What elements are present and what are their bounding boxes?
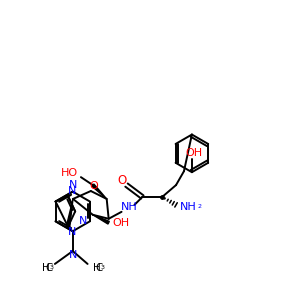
Text: N: N xyxy=(79,216,87,226)
Polygon shape xyxy=(93,215,109,224)
Text: N: N xyxy=(68,226,76,237)
Text: OH: OH xyxy=(185,148,203,158)
Text: H: H xyxy=(93,263,101,273)
Text: H: H xyxy=(42,263,50,273)
Text: $_3$: $_3$ xyxy=(49,263,55,272)
Text: O: O xyxy=(117,174,126,187)
Polygon shape xyxy=(92,184,107,199)
Text: NH: NH xyxy=(121,202,138,212)
Text: $_2$: $_2$ xyxy=(197,202,203,211)
Text: HO: HO xyxy=(61,168,78,178)
Text: $_3$: $_3$ xyxy=(100,263,105,272)
Text: N: N xyxy=(68,186,76,196)
Text: N: N xyxy=(68,250,77,260)
Text: C: C xyxy=(45,263,52,273)
Text: NH: NH xyxy=(180,202,196,212)
Polygon shape xyxy=(66,199,73,227)
Text: OH: OH xyxy=(112,218,129,228)
Text: O: O xyxy=(89,181,98,191)
Text: C: C xyxy=(96,263,103,273)
Text: N: N xyxy=(68,180,77,190)
